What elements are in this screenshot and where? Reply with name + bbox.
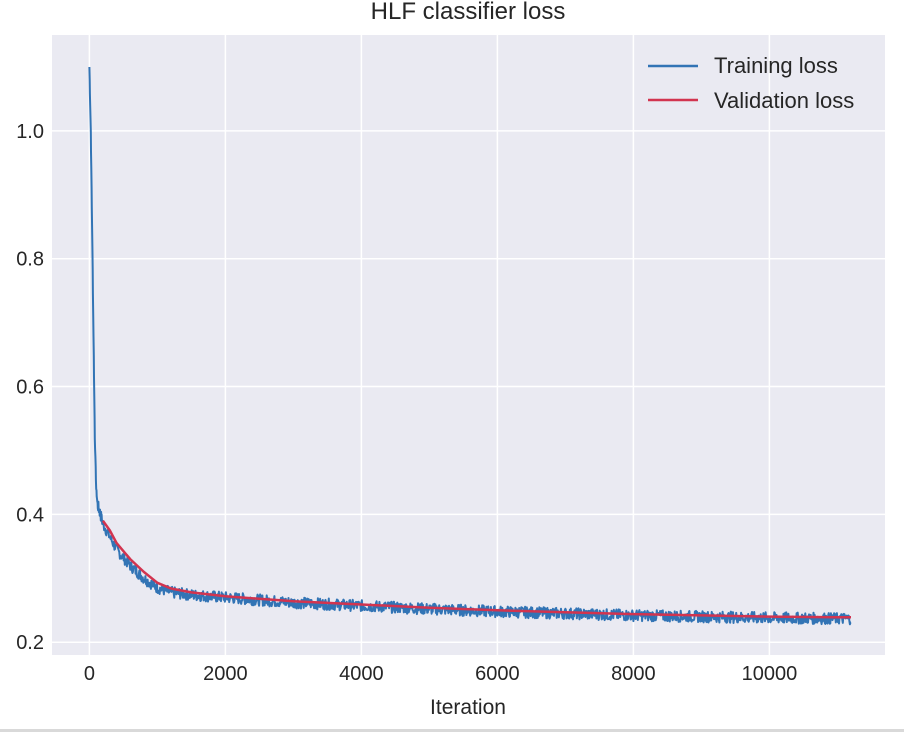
x-tick-label: 8000 <box>611 663 656 685</box>
x-tick-label: 0 <box>84 663 95 685</box>
y-tick-label: 0.2 <box>16 632 44 654</box>
bottom-divider <box>0 729 904 732</box>
legend-label-validation: Validation loss <box>714 88 854 113</box>
y-tick-label: 0.4 <box>16 504 44 526</box>
series-lines <box>88 66 852 626</box>
y-tick-label: 0.6 <box>16 377 44 399</box>
y-tick-label: 0.8 <box>16 249 44 271</box>
legend-label-training: Training loss <box>714 53 838 78</box>
x-tick-label: 6000 <box>475 663 520 685</box>
x-tick-label: 10000 <box>742 663 798 685</box>
x-tick-label: 4000 <box>339 663 384 685</box>
legend: Training loss Validation loss <box>648 53 854 113</box>
chart-title: HLF classifier loss <box>371 0 566 25</box>
tick-labels: 0 2000 4000 6000 8000 10000 0.2 0.4 0.6 0.8 1.0 <box>16 121 797 685</box>
plot-background <box>52 35 885 655</box>
grid-lines <box>52 35 885 655</box>
y-tick-label: 1.0 <box>16 121 44 143</box>
series-line-validation <box>101 520 851 619</box>
x-axis-label: Iteration <box>430 696 506 719</box>
x-tick-label: 2000 <box>203 663 248 685</box>
